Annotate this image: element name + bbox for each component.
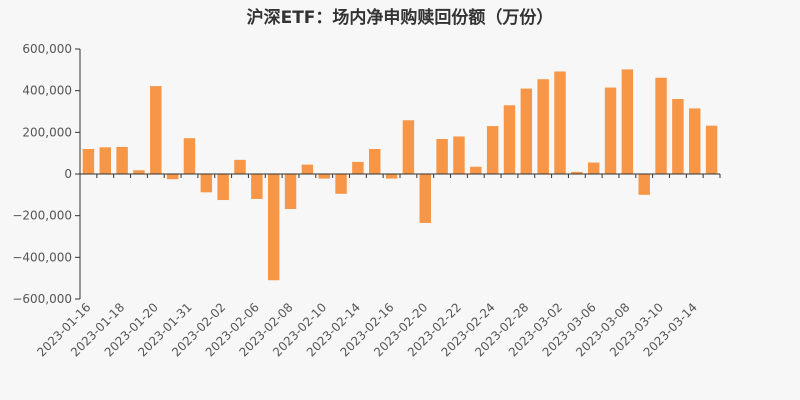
bar-2023-02-14 bbox=[352, 161, 364, 174]
y-tick-label: −200,000 bbox=[12, 209, 72, 223]
bar-2023-02-21 bbox=[436, 139, 448, 174]
bar-2023-03-06 bbox=[587, 162, 600, 174]
bar-2023-03-13 bbox=[672, 99, 684, 174]
y-tick-label: 0 bbox=[64, 167, 72, 181]
y-tick-label: 400,000 bbox=[22, 84, 72, 98]
bar-2023-03-01 bbox=[537, 79, 549, 174]
bar-2023-02-03 bbox=[234, 159, 246, 174]
bar-2023-03-10 bbox=[655, 77, 667, 174]
bar-2023-02-08 bbox=[284, 174, 297, 209]
bar-2023-02-17 bbox=[402, 120, 415, 174]
y-tick-label: 600,000 bbox=[22, 42, 72, 56]
bar-2023-02-24 bbox=[486, 126, 499, 174]
bar-2023-03-07 bbox=[604, 87, 617, 174]
bar-2023-01-31 bbox=[183, 138, 196, 174]
bar-2023-02-02 bbox=[217, 174, 229, 201]
y-tick-label: −400,000 bbox=[12, 250, 72, 264]
bar-2023-03-03 bbox=[571, 171, 583, 174]
bar-2023-01-19 bbox=[133, 170, 145, 174]
bar-2023-03-09 bbox=[638, 174, 650, 195]
bar-2023-02-06 bbox=[251, 174, 263, 199]
bar-2023-02-16 bbox=[385, 174, 398, 179]
bar-2023-03-08 bbox=[621, 69, 634, 174]
x-axis: 2023-01-162023-01-182023-01-202023-01-31… bbox=[34, 173, 721, 359]
bar-2023-02-07 bbox=[267, 174, 280, 281]
y-axis: 600,000 400,000 200,000 0 −200,000 −400,000 −6… bbox=[12, 42, 81, 306]
bar-2023-02-09 bbox=[301, 164, 314, 174]
bar-2023-02-22 bbox=[453, 136, 465, 174]
chart-title: 沪深ETF：场内净申购赎回份额（万份） bbox=[246, 8, 554, 28]
bar-2023-01-18 bbox=[116, 146, 128, 174]
bar-2023-01-20 bbox=[150, 86, 162, 174]
bar-2023-02-23 bbox=[470, 166, 482, 174]
bar-2023-03-15 bbox=[705, 125, 718, 174]
bar-2023-02-10 bbox=[318, 174, 330, 179]
bar-2023-02-01 bbox=[200, 174, 213, 193]
bars-group bbox=[82, 69, 718, 281]
bar-2023-01-30 bbox=[166, 174, 179, 180]
bar-2023-01-16 bbox=[82, 149, 95, 174]
bar-2023-02-13 bbox=[335, 174, 347, 194]
bar-2023-02-27 bbox=[503, 105, 516, 174]
bar-2023-02-28 bbox=[520, 88, 533, 174]
bar-2023-02-20 bbox=[419, 174, 431, 223]
bar-2023-02-15 bbox=[369, 149, 381, 174]
bar-2023-03-02 bbox=[554, 71, 566, 174]
y-tick-label: −600,000 bbox=[12, 292, 72, 306]
y-tick-label: 200,000 bbox=[22, 125, 72, 139]
bar-2023-01-17 bbox=[99, 147, 111, 174]
bar-2023-03-14 bbox=[689, 108, 701, 174]
